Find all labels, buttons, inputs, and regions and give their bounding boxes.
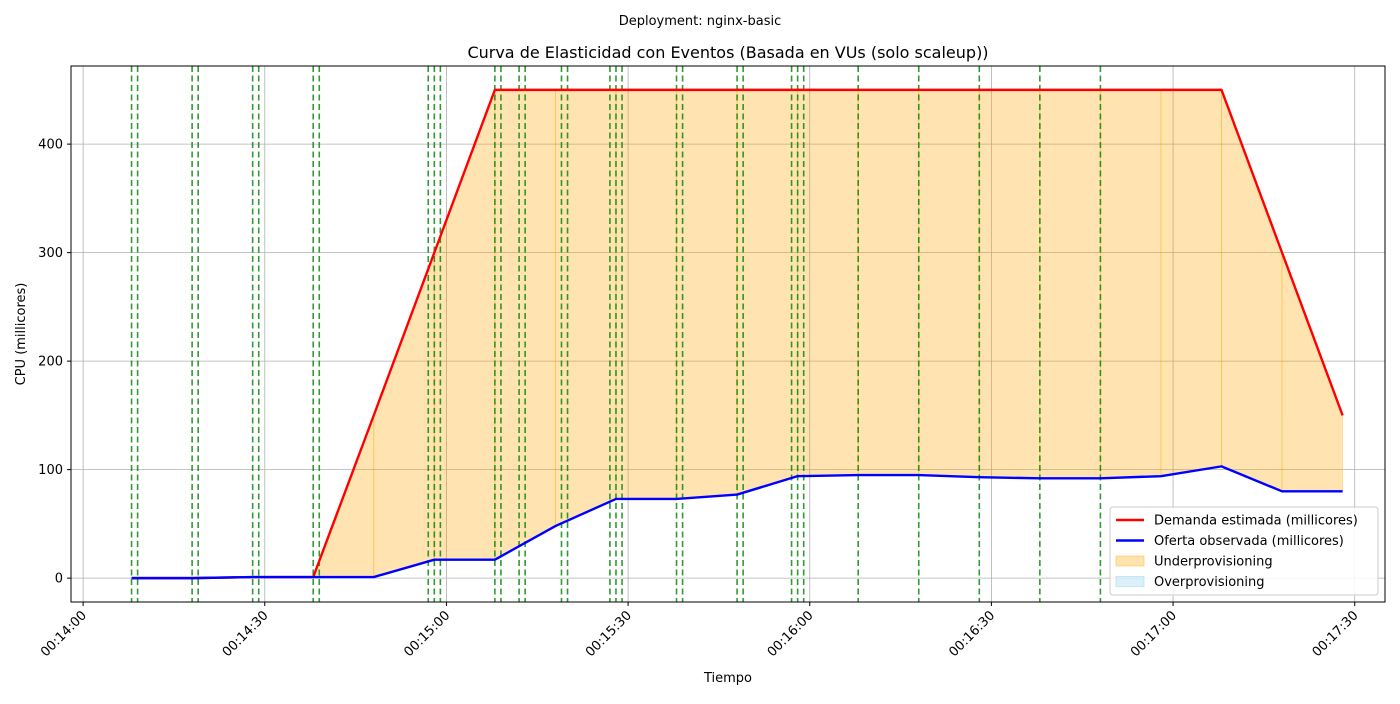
grid-lines [71,66,1385,602]
deployment-suptitle: Deployment: nginx-basic [619,14,782,29]
x-axis-ticks: 00:14:00 00:14:30 00:15:00 00:15:30 00:16:00… [38,602,1362,660]
underprovisioning-area [1281,252,1344,492]
underprovisioning-area [555,89,617,527]
underprovisioning-area [736,89,799,496]
legend-demand-label: Demanda estimada (millicores) [1154,514,1358,529]
underprovisioning-area [857,89,920,476]
legend-overprovisioning-label: Overprovisioning [1154,575,1265,590]
y-tick-label: 0 [55,572,63,587]
underprovisioning-area [918,89,980,478]
underprovisioning-area [373,252,435,578]
y-axis-label: CPU (millicores) [14,283,29,386]
underprovisioning-area [676,89,738,500]
x-tick-label: 00:17:30 [1310,608,1362,660]
series-lines [131,88,1344,580]
underprovisioning-area [978,89,1041,479]
supply-line [131,465,1343,580]
underprovisioning-area [1221,89,1283,492]
underprovisioning-area [433,89,496,561]
x-tick-label: 00:16:00 [765,608,817,660]
underprovisioning-area [1160,89,1222,477]
y-tick-label: 100 [38,463,63,478]
x-tick-label: 00:15:30 [583,608,635,660]
demand-line [131,88,1344,580]
underprovisioning-area [797,89,859,477]
legend: Demanda estimada (millicores) Oferta obse… [1109,506,1379,596]
legend-overprovisioning-swatch [1115,576,1145,587]
underprovisioning-area [1039,89,1101,479]
legend-underprovisioning-label: Underprovisioning [1154,555,1273,570]
underprovisioning-area [615,89,677,500]
y-tick-label: 300 [38,246,63,261]
legend-supply-label: Oferta observada (millicores) [1154,534,1344,549]
event-lines [130,66,1102,602]
x-tick-label: 00:17:00 [1128,608,1180,660]
chart-title: Curva de Elasticidad con Eventos (Basada… [467,43,988,62]
x-axis-label: Tiempo [703,671,752,686]
x-tick-label: 00:14:30 [220,608,272,660]
x-tick-label: 00:15:00 [401,608,453,660]
legend-box [1109,506,1379,596]
y-tick-label: 400 [38,138,63,153]
x-tick-label: 00:16:30 [946,608,998,660]
x-tick-label: 00:14:00 [38,608,90,660]
plot-frame [70,65,1386,603]
underprovisioning-area [1100,89,1162,479]
y-axis-ticks: 0 100 200 300 400 [38,138,71,587]
y-tick-label: 200 [38,355,63,370]
legend-underprovisioning-swatch [1115,555,1145,567]
